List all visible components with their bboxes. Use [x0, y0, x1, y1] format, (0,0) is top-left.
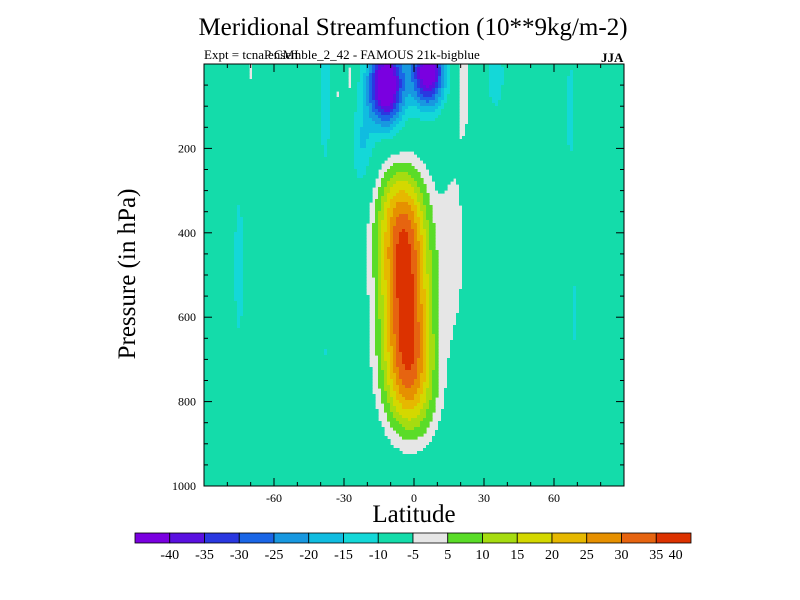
colorbar-label: 40 — [669, 548, 683, 563]
colorbar-swatch — [204, 532, 240, 544]
colorbar-label: 10 — [476, 548, 490, 563]
colorbar-swatch — [621, 532, 657, 544]
colorbar-swatch — [343, 532, 379, 544]
colorbar-label: 35 — [649, 548, 663, 563]
x-tick-label: 0 — [411, 491, 417, 505]
colorbar-swatch — [551, 532, 588, 544]
chart-subtitle-overlap: ensemble_2_42 - FAMOUS 21k-bigblue — [268, 47, 480, 62]
colorbar-swatch — [447, 532, 483, 544]
colorbar-label: -25 — [265, 548, 284, 563]
colorbar-swatch — [377, 532, 414, 544]
colorbar-label: 20 — [545, 548, 559, 563]
colorbar-label: -20 — [299, 548, 318, 563]
colorbar-label: -10 — [369, 548, 388, 563]
colorbar-label: -30 — [230, 548, 249, 563]
colorbar-swatch — [482, 532, 518, 544]
x-tick-label: -30 — [336, 491, 352, 505]
colorbar-label: 15 — [510, 548, 524, 563]
colorbar-swatch — [412, 532, 449, 544]
chart-title: Meridional Streamfunction (10**9kg/m-2) — [198, 14, 628, 41]
colorbar-swatch — [655, 532, 692, 544]
y-tick-label: 600 — [178, 310, 196, 324]
colorbar-swatch — [169, 532, 205, 544]
colorbar-swatch — [238, 532, 275, 544]
season-label: JJA — [601, 50, 624, 65]
colorbar-label: -35 — [195, 548, 214, 563]
y-tick-label: 1000 — [172, 479, 196, 493]
colorbar-swatch — [273, 532, 310, 544]
colorbar-label: -15 — [334, 548, 353, 563]
x-tick-label: 30 — [478, 491, 490, 505]
colorbar-label: -5 — [407, 548, 419, 563]
x-axis-label: Latitude — [372, 501, 456, 528]
colorbar-swatch — [516, 532, 553, 544]
x-tick-label: 60 — [548, 491, 560, 505]
colorbar-label: 30 — [615, 548, 629, 563]
y-tick-label: 200 — [178, 141, 196, 155]
x-tick-label: -60 — [266, 491, 282, 505]
chart-subtitle: Expt = tcnaP CMI — [204, 47, 299, 62]
colorbar-swatch — [308, 532, 344, 544]
colorbar-label: -40 — [160, 548, 179, 563]
y-tick-label: 400 — [178, 226, 196, 240]
y-tick-label: 800 — [178, 395, 196, 409]
colorbar-label: 25 — [580, 548, 594, 563]
colorbar-swatch — [134, 532, 171, 544]
axis-ticks: -60 -30 0 30 60 200 400 600 800 1000 — [172, 64, 624, 505]
contour-fills — [204, 64, 624, 486]
colorbar-swatch — [586, 532, 622, 544]
colorbar-label: 5 — [444, 548, 451, 563]
